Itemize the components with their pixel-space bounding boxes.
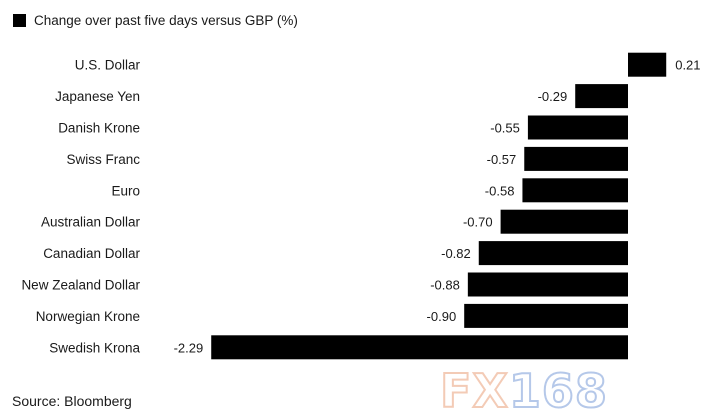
bar [478,241,628,266]
bar [527,115,628,140]
bar [464,303,628,328]
legend-swatch [13,14,26,27]
bar [575,84,628,109]
category-label: U.S. Dollar [75,58,141,73]
source-note: Source: Bloomberg [12,393,132,409]
category-label: Australian Dollar [41,215,141,230]
data-label: -0.88 [430,278,460,293]
category-label: Canadian Dollar [43,246,140,261]
data-label: -0.57 [487,152,517,167]
data-label: -2.29 [174,340,204,355]
data-label: -0.55 [490,121,520,136]
category-label: Swiss Franc [66,152,140,167]
data-label: -0.90 [427,309,457,324]
bar [522,178,628,203]
bar [500,209,628,234]
bar [467,272,628,297]
data-label: -0.82 [441,246,471,261]
category-label: Japanese Yen [55,89,140,104]
data-label: 0.21 [675,58,700,73]
category-label: Danish Krone [58,121,140,136]
watermark-logo: FX168 [439,363,608,419]
legend-label: Change over past five days versus GBP (%… [34,13,298,28]
data-label: -0.58 [485,183,515,198]
category-label: Euro [111,183,140,198]
data-label: -0.70 [463,215,493,230]
category-label: New Zealand Dollar [21,278,140,293]
bar [211,335,628,360]
category-label: Norwegian Krone [36,309,140,324]
category-label: Swedish Krona [49,340,140,355]
legend: Change over past five days versus GBP (%… [13,13,298,28]
bar [524,146,628,171]
data-label: -0.29 [538,89,568,104]
bar [628,52,667,77]
